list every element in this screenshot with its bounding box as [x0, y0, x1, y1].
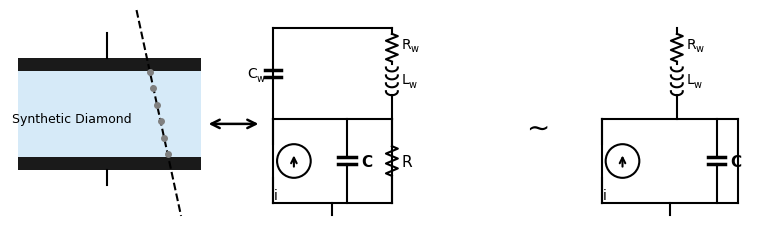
- Text: w: w: [694, 80, 702, 90]
- Bar: [18, 157, 201, 171]
- Text: w: w: [409, 80, 417, 90]
- Text: w: w: [411, 44, 419, 53]
- Text: $\sim$: $\sim$: [521, 113, 548, 141]
- Text: w: w: [257, 74, 264, 84]
- Text: i: i: [274, 188, 278, 202]
- Bar: [18, 72, 201, 157]
- Bar: [18, 58, 201, 72]
- Text: R: R: [687, 37, 697, 52]
- Text: R: R: [402, 37, 412, 52]
- Text: C: C: [361, 154, 372, 169]
- Text: i: i: [603, 188, 607, 202]
- Text: C: C: [247, 67, 257, 81]
- Text: Synthetic Diamond: Synthetic Diamond: [12, 113, 132, 126]
- Text: w: w: [696, 44, 703, 53]
- Text: C: C: [730, 154, 742, 169]
- Text: R: R: [402, 154, 412, 169]
- Text: L: L: [402, 73, 409, 87]
- Text: L: L: [687, 73, 694, 87]
